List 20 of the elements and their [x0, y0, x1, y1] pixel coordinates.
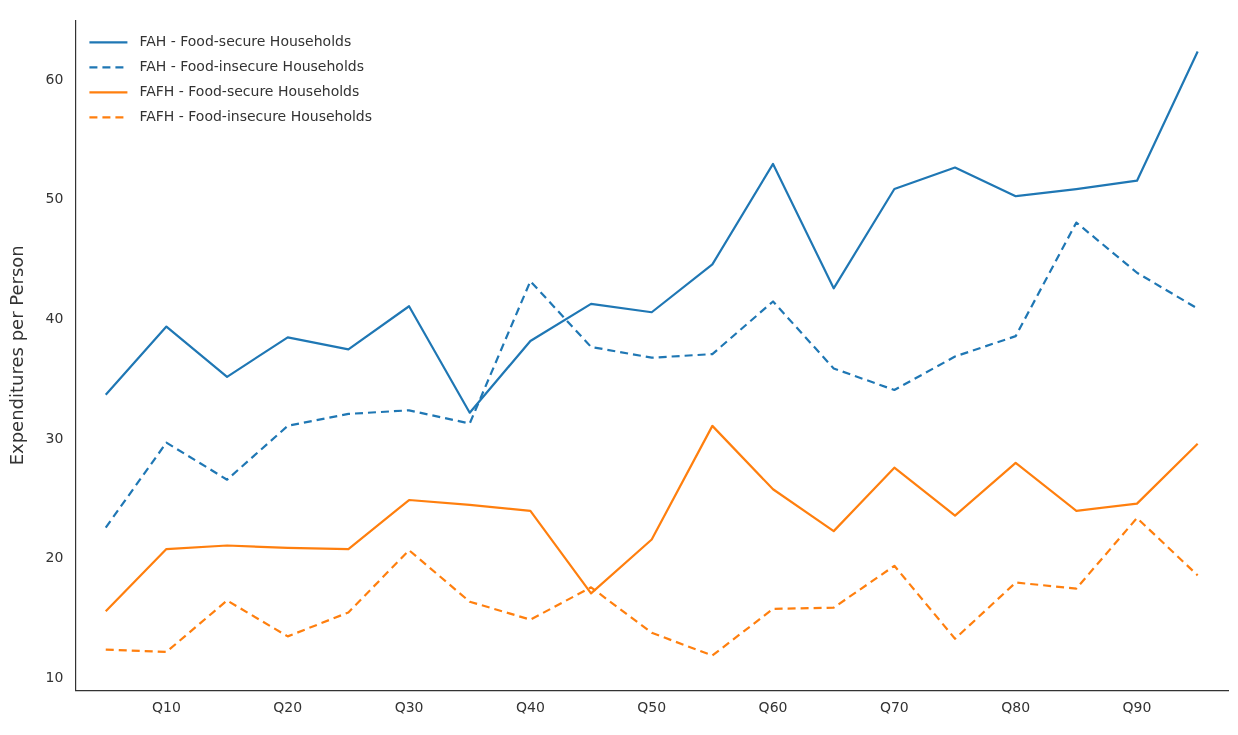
y-tick-label: 60: [45, 70, 64, 87]
x-tick-label: Q80: [1001, 699, 1031, 716]
x-tick-label: Q60: [758, 699, 788, 716]
y-axis-title: Expenditures per Person: [6, 245, 28, 466]
x-tick-label: Q90: [1122, 699, 1152, 716]
y-tick-label: 50: [45, 190, 64, 207]
legend-label: FAH - Food-secure Households: [139, 33, 352, 50]
x-tick-label: Q40: [515, 699, 545, 716]
x-tick-label: Q70: [879, 699, 909, 716]
legend-label: FAFH - Food-insecure Households: [139, 108, 373, 125]
x-tick-label: Q50: [637, 699, 667, 716]
y-tick-label: 10: [45, 668, 64, 685]
y-tick-label: 20: [45, 549, 64, 566]
y-tick-label: 40: [45, 310, 64, 327]
x-tick-label: Q10: [151, 699, 181, 716]
y-tick-label: 30: [45, 429, 64, 446]
x-tick-label: Q30: [394, 699, 424, 716]
legend-label: FAH - Food-insecure Households: [139, 58, 365, 75]
x-tick-label: Q20: [273, 699, 303, 716]
legend-label: FAFH - Food-secure Households: [139, 83, 360, 100]
